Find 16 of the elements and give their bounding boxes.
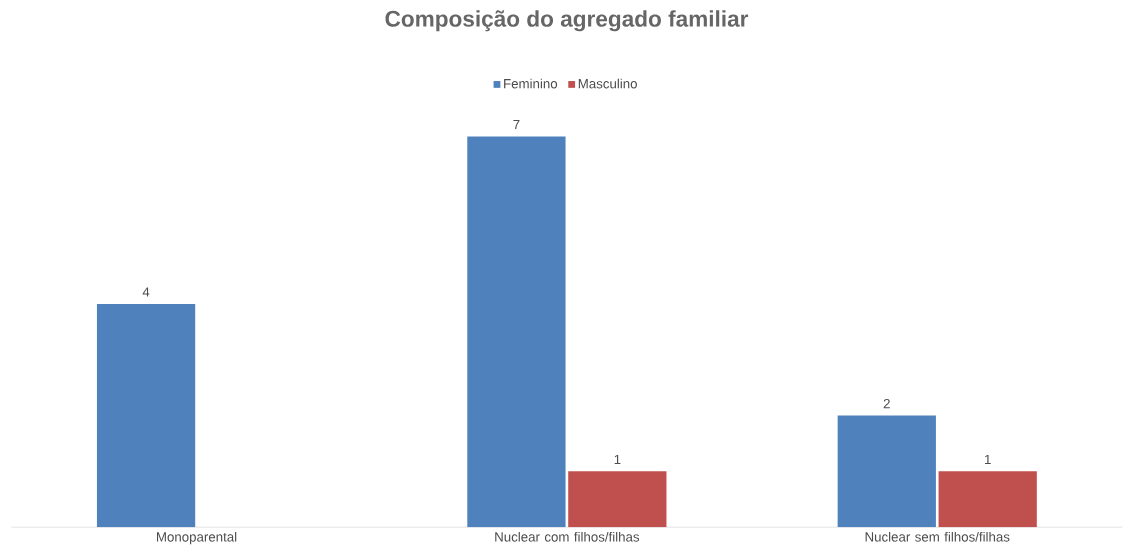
legend-label: Masculino (578, 78, 637, 89)
data-label: 1 (985, 455, 991, 465)
bar (467, 136, 566, 528)
chart-title: Composição do agregado familiar (385, 10, 749, 32)
bar (938, 471, 1037, 528)
bar (96, 304, 196, 528)
bar (837, 415, 936, 528)
bar (568, 471, 667, 528)
data-label: 7 (513, 120, 520, 130)
data-label: 2 (883, 399, 890, 409)
x-tick-label: Nuclear com filhos/filhas (495, 532, 640, 542)
x-tick-label: Monoparental (156, 532, 237, 545)
data-label: 4 (142, 287, 150, 297)
legend-label: Feminino (504, 78, 558, 89)
x-tick-label: Nuclear sem filhos/filhas (865, 532, 1010, 542)
data-label: 1 (614, 455, 621, 465)
